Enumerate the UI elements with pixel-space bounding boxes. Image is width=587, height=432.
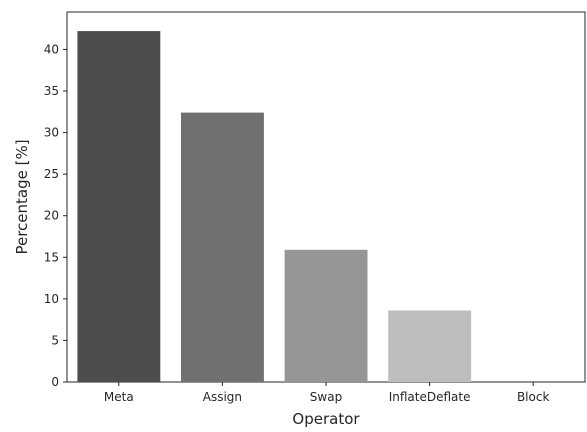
x-tick-label: Meta — [104, 390, 134, 404]
x-axis-title: Operator — [292, 410, 360, 428]
bar-meta — [77, 31, 161, 382]
y-tick-label: 35 — [44, 84, 59, 98]
y-tick-label: 15 — [44, 250, 59, 264]
y-axis-ticks: 0 5 10 15 20 25 30 35 40 — [44, 42, 67, 389]
y-tick-label: 25 — [44, 167, 59, 181]
bar-inflatedeflate — [388, 310, 472, 382]
x-axis-ticks: Meta Assign Swap InflateDeflate Block — [104, 382, 550, 404]
y-tick-label: 5 — [51, 333, 59, 347]
y-tick-label: 0 — [51, 375, 59, 389]
y-tick-label: 30 — [44, 126, 59, 140]
x-tick-label: InflateDeflate — [389, 390, 471, 404]
x-tick-label: Block — [517, 390, 550, 404]
y-tick-label: 40 — [44, 42, 59, 56]
y-tick-label: 10 — [44, 292, 59, 306]
bar-swap — [284, 249, 368, 382]
x-tick-label: Assign — [203, 390, 242, 404]
x-tick-label: Swap — [310, 390, 342, 404]
bars-group — [77, 31, 472, 382]
y-tick-label: 20 — [44, 209, 59, 223]
bar-assign — [181, 112, 264, 382]
y-axis-title: Percentage [%] — [13, 139, 31, 254]
